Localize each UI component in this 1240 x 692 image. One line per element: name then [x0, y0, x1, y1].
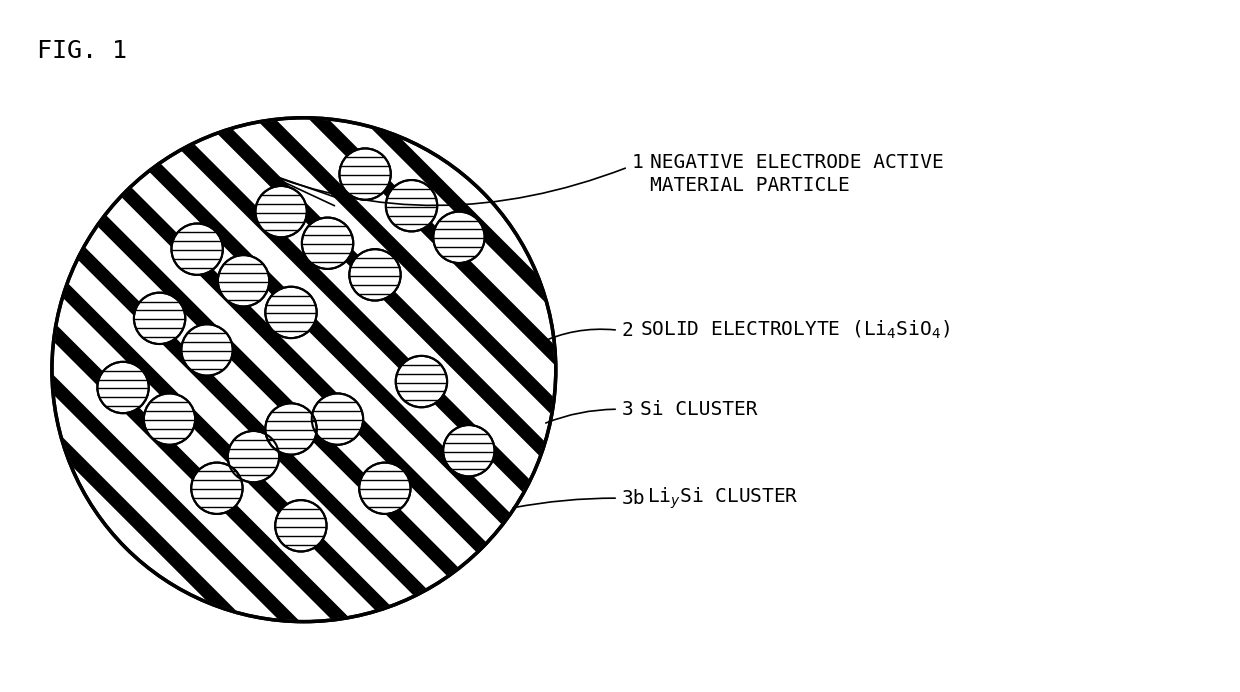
- Text: 1: 1: [632, 153, 644, 172]
- Text: NEGATIVE ELECTRODE ACTIVE: NEGATIVE ELECTRODE ACTIVE: [650, 153, 944, 172]
- Circle shape: [218, 255, 269, 307]
- Circle shape: [350, 249, 401, 300]
- Text: 2: 2: [622, 320, 634, 340]
- Circle shape: [228, 431, 279, 482]
- Circle shape: [360, 462, 410, 514]
- Circle shape: [52, 118, 556, 621]
- Circle shape: [171, 224, 223, 275]
- Circle shape: [340, 148, 391, 200]
- Circle shape: [265, 403, 316, 455]
- Text: 3: 3: [622, 400, 634, 419]
- Circle shape: [98, 362, 149, 413]
- Circle shape: [191, 462, 243, 514]
- Circle shape: [265, 286, 316, 338]
- Circle shape: [386, 180, 438, 231]
- Text: Si CLUSTER: Si CLUSTER: [640, 400, 758, 419]
- Circle shape: [134, 293, 185, 344]
- Circle shape: [275, 500, 326, 552]
- Circle shape: [433, 212, 485, 263]
- Circle shape: [301, 217, 353, 269]
- Text: SOLID ELECTROLYTE (Li$_4$SiO$_4$): SOLID ELECTROLYTE (Li$_4$SiO$_4$): [640, 319, 950, 341]
- Circle shape: [144, 394, 195, 445]
- Circle shape: [311, 394, 363, 445]
- Circle shape: [396, 356, 448, 408]
- Text: FIG. 1: FIG. 1: [37, 39, 128, 63]
- Text: 3b: 3b: [622, 489, 646, 508]
- Text: Li$_y$Si CLUSTER: Li$_y$Si CLUSTER: [647, 485, 799, 511]
- Circle shape: [181, 325, 233, 376]
- Circle shape: [443, 425, 495, 476]
- Text: MATERIAL PARTICLE: MATERIAL PARTICLE: [650, 176, 849, 195]
- Circle shape: [255, 186, 306, 237]
